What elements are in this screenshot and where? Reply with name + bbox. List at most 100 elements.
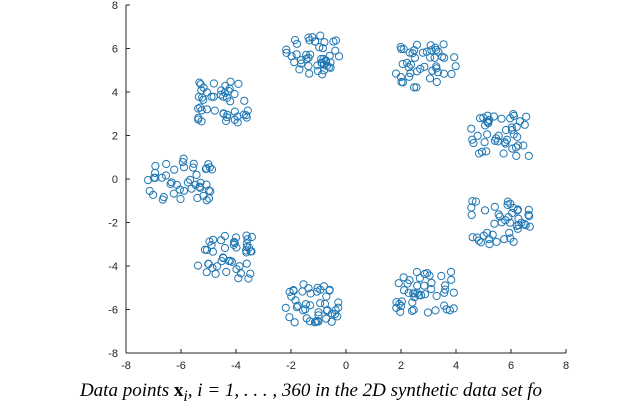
- data-point: [325, 51, 334, 60]
- data-point: [161, 171, 171, 180]
- data-point: [420, 62, 429, 71]
- data-point: [306, 50, 315, 59]
- data-point: [468, 197, 477, 206]
- data-point: [220, 243, 230, 253]
- data-point: [310, 318, 319, 327]
- data-point: [490, 202, 499, 211]
- data-point: [196, 178, 205, 187]
- data-point: [406, 60, 415, 69]
- data-point: [207, 241, 216, 250]
- data-point: [290, 318, 299, 327]
- data-point: [406, 69, 415, 78]
- data-point: [242, 243, 251, 252]
- data-point: [169, 189, 178, 198]
- data-point: [413, 288, 422, 298]
- data-point: [331, 36, 341, 45]
- data-point: [292, 50, 301, 59]
- data-point: [314, 308, 323, 317]
- data-point: [514, 214, 523, 223]
- data-point: [187, 184, 196, 193]
- data-point: [209, 79, 218, 88]
- data-point: [292, 39, 302, 48]
- data-point: [396, 307, 405, 316]
- data-point: [216, 90, 225, 99]
- data-point: [189, 159, 198, 168]
- data-point: [320, 38, 329, 47]
- data-point: [414, 291, 424, 300]
- data-point: [232, 243, 241, 252]
- data-point: [304, 284, 313, 293]
- data-point: [302, 314, 311, 323]
- data-point: [157, 173, 166, 182]
- data-point: [282, 45, 291, 54]
- data-points: [144, 31, 534, 327]
- data-point: [410, 83, 419, 92]
- data-point: [319, 54, 328, 64]
- data-point: [391, 69, 401, 78]
- data-point: [197, 117, 206, 126]
- data-point: [219, 109, 228, 118]
- data-point: [211, 269, 220, 278]
- x-tick-label: -4: [231, 360, 241, 372]
- data-point: [247, 247, 256, 256]
- data-point: [234, 274, 243, 283]
- data-point: [285, 313, 294, 322]
- data-point: [494, 210, 503, 219]
- data-point: [524, 205, 533, 214]
- data-point: [151, 173, 160, 182]
- data-point: [520, 220, 529, 229]
- data-point: [479, 113, 488, 122]
- data-point: [318, 44, 327, 53]
- data-point: [433, 68, 443, 77]
- data-point: [423, 269, 432, 278]
- data-point: [422, 47, 431, 56]
- data-point: [501, 125, 511, 135]
- data-point: [322, 314, 331, 323]
- data-point: [282, 48, 291, 58]
- data-point: [410, 53, 419, 62]
- data-point: [447, 69, 456, 79]
- data-point: [446, 267, 456, 276]
- data-point: [167, 178, 176, 187]
- data-point: [423, 308, 432, 317]
- data-point: [521, 221, 530, 230]
- data-point: [494, 131, 503, 140]
- data-point: [519, 141, 528, 150]
- data-point: [404, 63, 413, 72]
- x-tick-label: -2: [286, 360, 296, 372]
- data-point: [204, 259, 213, 269]
- data-point: [408, 306, 417, 315]
- data-point: [317, 54, 326, 64]
- data-point: [426, 41, 435, 50]
- y-tick-label: -2: [108, 218, 118, 230]
- data-point: [334, 52, 344, 61]
- data-point: [525, 222, 534, 231]
- data-point: [405, 48, 414, 57]
- data-point: [166, 179, 175, 188]
- data-point: [243, 235, 252, 244]
- data-point: [212, 262, 222, 271]
- data-point: [206, 187, 215, 196]
- data-point: [202, 180, 211, 189]
- data-point: [512, 151, 521, 160]
- data-point: [397, 45, 406, 54]
- data-point: [450, 53, 459, 62]
- data-point: [497, 114, 506, 123]
- data-point: [500, 138, 509, 147]
- data-point: [221, 116, 231, 126]
- data-point: [421, 290, 430, 299]
- data-point: [468, 233, 477, 242]
- data-point: [467, 124, 476, 133]
- data-point: [334, 298, 343, 307]
- data-point: [231, 233, 241, 242]
- data-point: [290, 35, 300, 45]
- data-point: [327, 317, 336, 326]
- data-point: [484, 119, 493, 128]
- data-point: [162, 159, 171, 169]
- data-point: [316, 299, 325, 308]
- data-point: [298, 287, 307, 296]
- data-point: [302, 50, 311, 59]
- data-point: [287, 292, 296, 301]
- data-point: [304, 62, 313, 71]
